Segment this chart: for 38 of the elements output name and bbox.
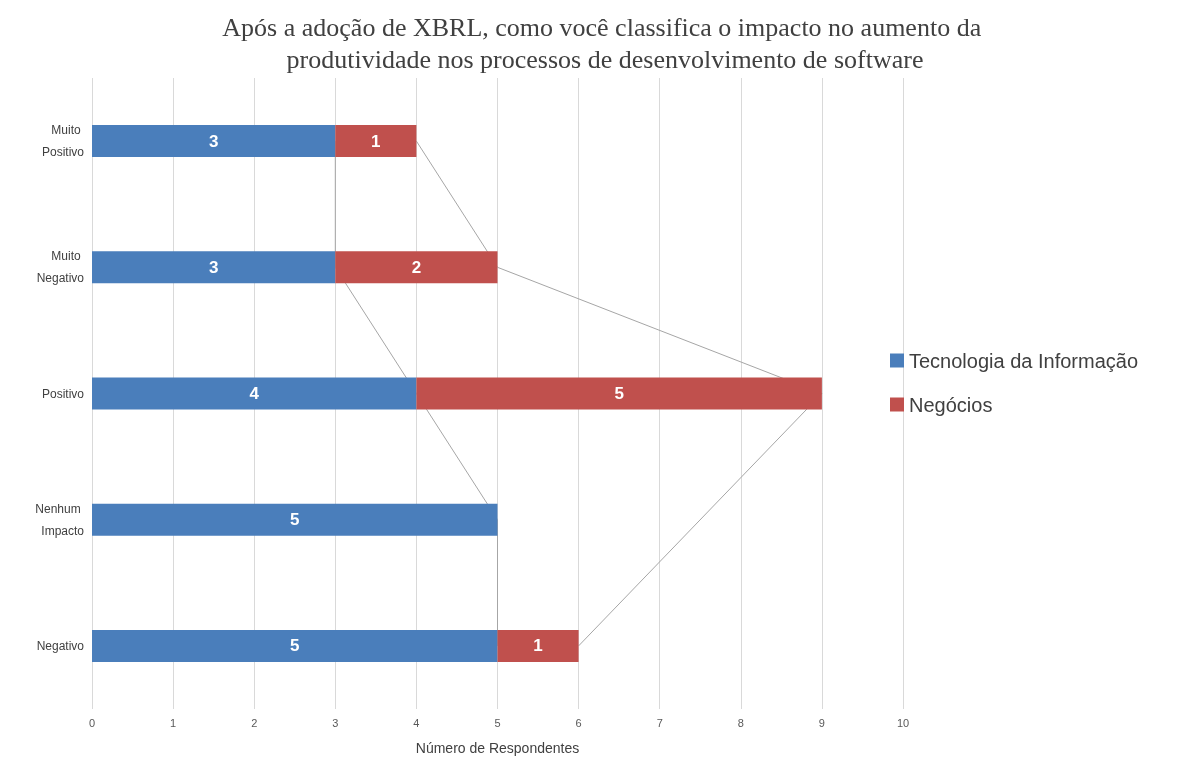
x-tick-label: 2 <box>251 716 258 729</box>
chart-title: Após a adoção de XBRL, como você classifica o impacto no aumento da produtividade nos processos de desenvolvimento de software <box>222 12 988 74</box>
x-tick-label: 7 <box>656 716 663 729</box>
bar <box>497 629 579 662</box>
x-tick-label: 9 <box>818 716 825 729</box>
bar <box>92 629 498 662</box>
bar <box>92 125 336 158</box>
data-label: 3 <box>208 257 219 277</box>
bar <box>92 503 498 536</box>
data-label: 3 <box>208 131 219 151</box>
data-label: 5 <box>290 510 300 530</box>
bar <box>92 377 417 410</box>
x-tick-label: 6 <box>575 716 582 729</box>
data-label: 4 <box>249 384 260 403</box>
bar <box>416 377 822 410</box>
legend-label: Tecnologia da Informação <box>909 349 1139 372</box>
x-tick-label: 8 <box>737 716 744 729</box>
bar <box>335 125 417 158</box>
data-label: 5 <box>614 384 624 403</box>
x-axis-title: Número de Respondentes <box>415 740 580 756</box>
data-label: 1 <box>371 131 381 151</box>
x-tick-label: 10 <box>896 716 910 729</box>
bar <box>92 251 336 284</box>
data-label: 2 <box>411 257 422 277</box>
bar <box>335 251 498 284</box>
y-tick-label: Negativo <box>36 638 85 653</box>
y-tick-label: Nenhum Impacto <box>35 501 85 538</box>
data-label: 1 <box>533 636 543 656</box>
y-tick-label: Muito Positivo <box>41 123 85 160</box>
x-tick-label: 3 <box>332 716 339 729</box>
x-tick-label: 0 <box>88 716 96 729</box>
x-tick-label: 5 <box>494 716 501 729</box>
x-tick-label: 1 <box>170 716 177 729</box>
data-label: 5 <box>290 636 300 656</box>
x-tick-label: 4 <box>413 716 420 729</box>
y-tick-label: Positivo <box>41 386 85 401</box>
y-tick-label: Muito Negativo <box>36 249 85 286</box>
legend-label: Negócios <box>909 393 993 416</box>
